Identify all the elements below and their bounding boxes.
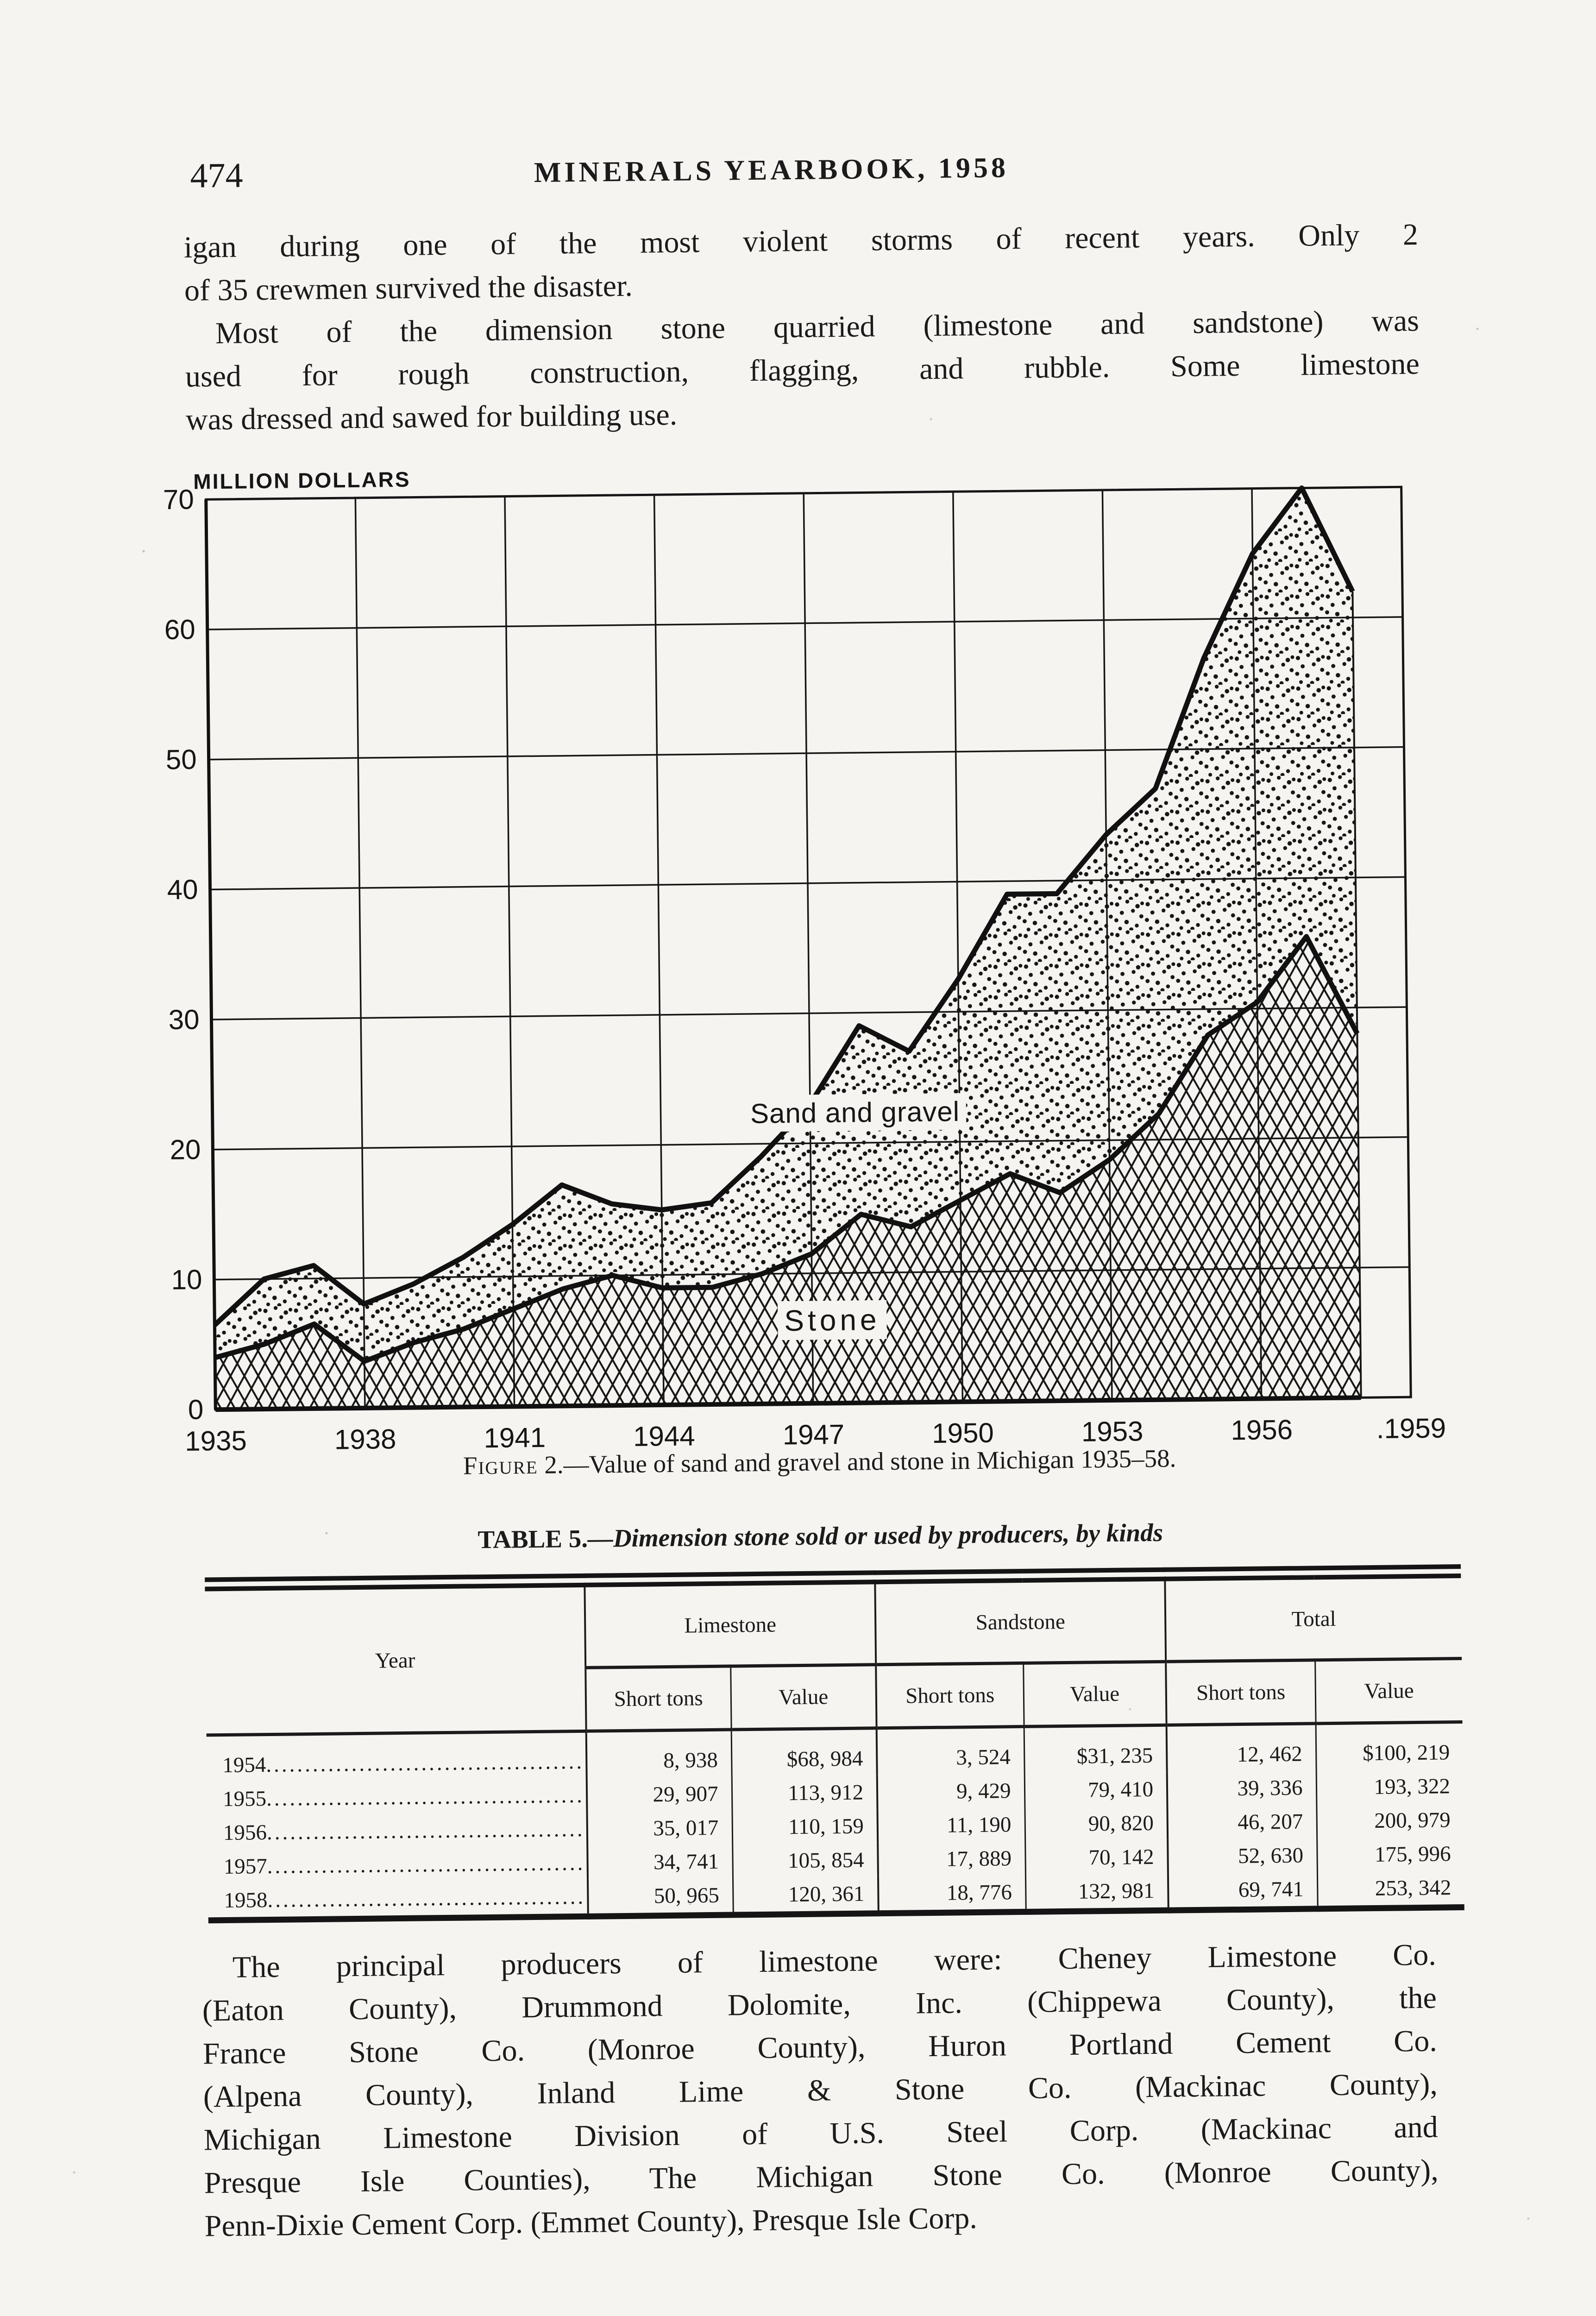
value-cell: 3, 524: [876, 1726, 1024, 1775]
x-tick-label: 1944: [633, 1420, 695, 1452]
x-tick-label: 1938: [334, 1423, 396, 1455]
table-header: Year Limestone Sandstone Total Short ton…: [205, 1571, 1463, 1735]
value-cell: 18, 776: [878, 1875, 1026, 1913]
x-tick-label: 1947: [782, 1419, 844, 1450]
value-cell: 132, 981: [1025, 1873, 1169, 1912]
dot-leader: ........................................…: [266, 1749, 587, 1777]
column-group-limestone: Limestone: [584, 1577, 876, 1668]
value-cell: 90, 820: [1024, 1806, 1168, 1841]
y-tick-label: 40: [167, 874, 198, 906]
x-tick-label: 1956: [1231, 1414, 1293, 1446]
value-cell: 253, 342: [1317, 1870, 1464, 1909]
v-gridline: [354, 497, 366, 1408]
table-title-lead: TABLE 5.: [478, 1524, 588, 1554]
value-cell: 105, 854: [732, 1843, 878, 1878]
value-cell: 120, 361: [732, 1876, 879, 1915]
year-cell: 1957....................................…: [207, 1846, 588, 1884]
value-cell: 110, 159: [732, 1809, 878, 1844]
value-cell: 193, 322: [1316, 1769, 1464, 1805]
value-cell: 70, 142: [1025, 1839, 1168, 1875]
dot-leader: ........................................…: [266, 1816, 588, 1844]
table-body: 1954....................................…: [207, 1722, 1464, 1920]
table-title-text: —Dimension stone sold or used by produce…: [587, 1518, 1163, 1553]
value-cell: 11, 190: [877, 1807, 1025, 1843]
value-cell: 50, 965: [588, 1878, 733, 1917]
y-tick-label: 10: [171, 1264, 202, 1296]
x-tick-label: 1941: [484, 1422, 546, 1454]
area-right-edge: [1351, 591, 1362, 1398]
stone-boundary-line: [214, 934, 1360, 1364]
figure-caption-lead: Figure: [463, 1450, 538, 1480]
subheader-shorttons: Short tons: [876, 1663, 1024, 1728]
value-cell: 200, 979: [1316, 1803, 1464, 1838]
page-header: 474 MINERALS YEARBOOK, 1958: [190, 143, 1422, 207]
figure-caption-text: 2.—Value of sand and gravel and stone in…: [538, 1444, 1176, 1479]
value-cell: 34, 741: [587, 1844, 733, 1880]
dimension-stone-table: Year Limestone Sandstone Total Short ton…: [205, 1564, 1464, 1924]
dot-leader: ........................................…: [267, 1850, 588, 1878]
y-tick-label: 50: [166, 744, 197, 775]
x-tick-label: .1959: [1376, 1412, 1446, 1444]
value-cell: 46, 207: [1167, 1804, 1317, 1840]
subheader-shorttons: Short tons: [585, 1666, 731, 1731]
column-group-sandstone: Sandstone: [875, 1574, 1166, 1665]
column-group-total: Total: [1165, 1571, 1462, 1662]
value-cell: 52, 630: [1168, 1838, 1317, 1874]
series-label: Sand and gravel: [750, 1096, 960, 1129]
x-tick-label: 1950: [932, 1417, 994, 1449]
subheader-shorttons: Short tons: [1166, 1660, 1316, 1725]
subheader-value: Value: [1315, 1658, 1463, 1724]
value-cell: 9, 429: [877, 1773, 1025, 1809]
value-cell: 113, 912: [731, 1775, 878, 1811]
y-tick-label: 20: [170, 1134, 201, 1165]
dot-leader: ........................................…: [267, 1884, 588, 1912]
subheader-value: Value: [730, 1664, 877, 1730]
value-cell: 8, 938: [586, 1730, 732, 1778]
value-cell: $31, 235: [1024, 1725, 1167, 1774]
series-label: Stone: [784, 1303, 880, 1337]
year-cell: 1954....................................…: [207, 1731, 587, 1782]
x-tick-label: 1935: [185, 1425, 247, 1456]
x-tick-label: 1953: [1081, 1416, 1144, 1447]
column-header-year: Year: [205, 1580, 586, 1735]
table-title: TABLE 5.—Dimension stone sold or used by…: [204, 1515, 1437, 1558]
paragraph-producers: The principal producers of limestone wer…: [201, 1933, 1439, 2248]
chart-plot-area: Stone Sand and gravel 0 10 20 30 40 50 60 70 1935 1…: [163, 484, 1446, 1457]
x-axis-baseline: [215, 1395, 1361, 1412]
value-cell: 69, 741: [1168, 1872, 1318, 1911]
y-tick-label: 70: [163, 484, 194, 516]
y-axis-line: [204, 499, 217, 1410]
sand-and-gravel-area: [214, 488, 1357, 1361]
dot-leader: ........................................…: [266, 1782, 587, 1811]
year-cell: 1958....................................…: [208, 1880, 588, 1920]
value-cell: $100, 219: [1315, 1722, 1463, 1771]
y-tick-label: 30: [168, 1004, 199, 1035]
paragraph-storm: igan during one of the most violent stor…: [184, 213, 1419, 312]
value-cell: 12, 462: [1166, 1723, 1316, 1772]
y-tick-label: 0: [188, 1394, 204, 1425]
value-cell: 79, 410: [1024, 1772, 1168, 1807]
figure-2-chart: MILLION DOLLARS Stone Sand and gravel 0 10 2…: [131, 438, 1466, 1517]
year-cell: 1956....................................…: [207, 1812, 588, 1850]
running-title: MINERALS YEARBOOK, 1958: [534, 152, 1009, 189]
value-cell: 175, 996: [1317, 1837, 1464, 1872]
series-label-background: [777, 1300, 887, 1341]
value-cell: $68, 984: [731, 1728, 877, 1777]
series-label-background: [743, 1093, 967, 1132]
year-cell: 1955....................................…: [207, 1778, 587, 1816]
area-chart: MILLION DOLLARS Stone Sand and gravel 0 10 2…: [163, 467, 1446, 1457]
y-axis-title: MILLION DOLLARS: [193, 467, 411, 494]
paragraph-dimension-stone: Most of the dimension stone quarried (li…: [185, 299, 1420, 441]
stone-area: [215, 936, 1361, 1410]
value-cell: 39, 336: [1167, 1770, 1317, 1806]
value-cell: 29, 907: [586, 1776, 732, 1812]
value-cell: 17, 889: [878, 1841, 1025, 1877]
subheader-value: Value: [1023, 1661, 1167, 1727]
y-tick-label: 60: [164, 614, 195, 645]
value-cell: 35, 017: [587, 1810, 733, 1846]
